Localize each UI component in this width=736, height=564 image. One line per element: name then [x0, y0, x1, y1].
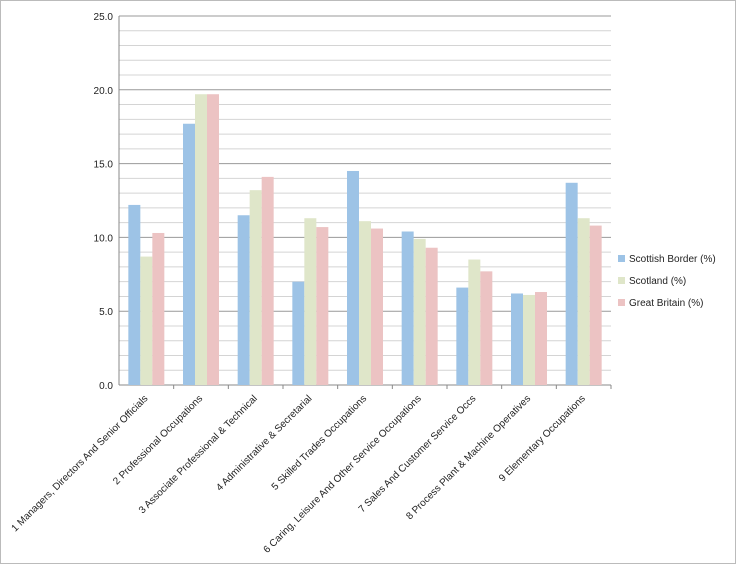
- y-tick-label: 20.0: [94, 86, 114, 97]
- legend-label: Great Britain (%): [629, 298, 703, 309]
- bar: [316, 227, 329, 385]
- legend-label: Scotland (%): [629, 276, 686, 287]
- legend-swatch: [618, 277, 625, 284]
- x-tick-label: 5 Skilled Trades Occupations: [270, 393, 369, 492]
- bar: [523, 294, 535, 385]
- bar: [535, 292, 547, 385]
- bar: [413, 238, 426, 385]
- bar: [195, 94, 207, 385]
- bar: [183, 123, 195, 386]
- bar: [577, 218, 590, 385]
- x-tick-label: 8 Process Plant & Machine Operatives: [404, 393, 533, 522]
- bar: [511, 293, 523, 385]
- bar: [304, 218, 317, 385]
- legend-label: Scottish Border (%): [629, 254, 716, 265]
- bar: [292, 281, 305, 385]
- bar: [128, 204, 141, 385]
- bar: [152, 232, 165, 385]
- bar: [140, 256, 153, 385]
- x-tick-label: 2 Professional Occupations: [111, 393, 205, 487]
- y-tick-label: 0.0: [99, 381, 113, 392]
- bar: [347, 170, 359, 385]
- bar: [359, 221, 371, 385]
- legend-swatch: [618, 255, 625, 262]
- bar: [207, 94, 219, 385]
- bar: [237, 215, 250, 385]
- bar: [480, 271, 493, 385]
- bar: [468, 259, 481, 385]
- bar: [371, 228, 383, 385]
- x-tick-label: 3 Associate Professional & Technical: [137, 393, 260, 516]
- y-tick-label: 25.0: [94, 12, 114, 23]
- bar: [565, 182, 578, 385]
- x-tick-label: 4 Administrative & Secretarial: [214, 393, 314, 493]
- bar: [249, 190, 262, 385]
- y-tick-label: 15.0: [94, 160, 114, 171]
- bar: [425, 247, 438, 385]
- bar: [401, 231, 414, 385]
- y-tick-label: 5.0: [99, 307, 113, 318]
- legend-swatch: [618, 299, 625, 306]
- bar: [456, 287, 469, 385]
- x-tick-label: 7 Sales And Customer Service Occs: [357, 393, 479, 515]
- bar: [261, 176, 274, 385]
- y-tick-label: 10.0: [94, 233, 114, 244]
- bar: [589, 225, 602, 385]
